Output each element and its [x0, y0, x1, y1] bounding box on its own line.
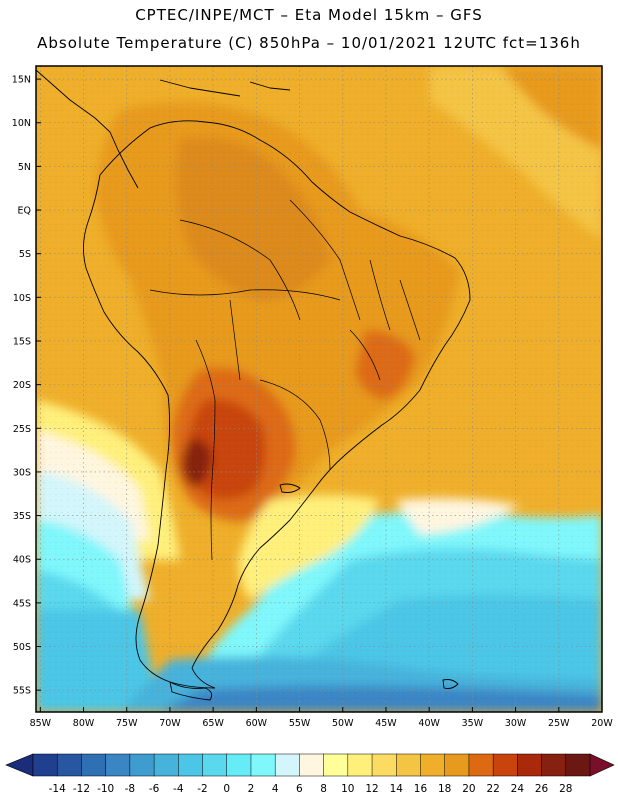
latitude-label: 10N — [12, 118, 31, 129]
colorbar-tick-label: -10 — [97, 783, 114, 795]
latitude-label: 15N — [12, 75, 31, 86]
longitude-label: 80W — [73, 718, 95, 729]
latitude-labels: 15N 10N 5N EQ 5S 10S 15S 20S 25S 30S 35S 40S 45S 50S 5… — [12, 75, 41, 697]
colorbar-tick-label: 22 — [486, 783, 499, 795]
colorbar: -14 -12 -10 -8 -6 -4 -2 0 2 4 6 8 10 12 14 16 18 20 22 24 26… — [5, 753, 615, 795]
longitude-label: 75W — [116, 718, 138, 729]
colorbar-tick-label: 2 — [248, 783, 255, 795]
longitude-label: 55W — [289, 718, 311, 729]
colorbar-tick-label: 4 — [272, 783, 279, 795]
latitude-label: 40S — [13, 555, 31, 566]
longitude-label: 35W — [462, 718, 484, 729]
latitude-label: 10S — [13, 293, 31, 304]
colorbar-swatch — [178, 753, 204, 777]
longitude-label: 65W — [202, 718, 224, 729]
colorbar-swatch — [299, 753, 325, 777]
colorbar-swatch — [444, 753, 470, 777]
colorbar-tick-label: 0 — [223, 783, 230, 795]
coastline — [36, 69, 471, 701]
colorbar-tick-label: 18 — [438, 783, 451, 795]
colorbar-tick-label: -4 — [173, 783, 184, 795]
colorbar-tick-label: 10 — [341, 783, 354, 795]
colorbar-tick-label: 8 — [320, 783, 327, 795]
colorbar-swatch — [468, 753, 494, 777]
latitude-label: 45S — [13, 598, 31, 609]
colorbar-tick-label: 28 — [559, 783, 572, 795]
colorbar-swatch — [371, 753, 397, 777]
latitude-label: 55S — [13, 686, 31, 697]
latitude-label: 5S — [19, 249, 31, 260]
longitude-label: 25W — [548, 718, 570, 729]
latitude-label: 50S — [13, 642, 31, 653]
longitude-label: 30W — [505, 718, 527, 729]
colorbar-tick-label: 24 — [511, 783, 525, 795]
longitude-label: 20W — [591, 718, 613, 729]
colorbar-tick-label: -12 — [73, 783, 90, 795]
colorbar-swatch — [492, 753, 518, 777]
colorbar-tick-label: -6 — [149, 783, 160, 795]
map-frame — [35, 65, 603, 713]
colorbar-swatch — [274, 753, 300, 777]
longitude-label: 45W — [375, 718, 397, 729]
latitude-label: 20S — [13, 380, 31, 391]
colorbar-tick-label: -14 — [49, 783, 66, 795]
colorbar-swatch — [250, 753, 276, 777]
chart-title: CPTEC/INPE/MCT – Eta Model 15km – GFS — [135, 6, 483, 24]
colorbar-tick-label: 16 — [414, 783, 428, 795]
latitude-label: 25S — [13, 424, 31, 435]
longitude-label: 40W — [418, 718, 440, 729]
temperature-field — [36, 66, 602, 712]
colorbar-swatch — [129, 753, 155, 777]
colorbar-swatch — [153, 753, 179, 777]
colorbar-tick-label: 14 — [390, 783, 404, 795]
colorbar-swatch — [517, 753, 543, 777]
colorbar-swatch — [396, 753, 422, 777]
latitude-label: 35S — [13, 511, 31, 522]
latitude-label: EQ — [18, 206, 31, 217]
longitude-label: 85W — [30, 718, 52, 729]
colorbar-swatch — [81, 753, 107, 777]
colorbar-swatch — [541, 753, 567, 777]
colorbar-swatch — [347, 753, 373, 777]
colorbar-tick-label: 12 — [365, 783, 378, 795]
colorbar-swatch — [323, 753, 349, 777]
colorbar-min-arrow — [5, 753, 34, 777]
colorbar-tick-label: 20 — [462, 783, 475, 795]
colorbar-swatch — [565, 753, 591, 777]
colorbar-swatch — [105, 753, 131, 777]
chart-subtitle: Absolute Temperature (C) 850hPa – 10/01/… — [37, 34, 581, 52]
longitude-label: 60W — [246, 718, 268, 729]
latitude-label: 5N — [18, 162, 31, 173]
colorbar-tick-label: 26 — [535, 783, 549, 795]
colorbar-swatch — [56, 753, 82, 777]
colorbar-swatch — [226, 753, 252, 777]
longitude-labels: 85W 80W 75W 70W 65W 60W 55W 50W 45W 40W 35W 30W 25W 2… — [30, 707, 613, 729]
longitude-label: 70W — [159, 718, 181, 729]
latitude-label: 15S — [13, 336, 31, 347]
colorbar-tick-label: -2 — [197, 783, 207, 795]
colorbar-swatch — [32, 753, 58, 777]
longitude-label: 50W — [332, 718, 354, 729]
colorbar-swatch — [420, 753, 446, 777]
colorbar-max-arrow — [589, 753, 615, 777]
colorbar-swatch — [202, 753, 228, 777]
colorbar-tick-label: 6 — [296, 783, 303, 795]
latitude-label: 30S — [13, 467, 31, 478]
colorbar-tick-label: -8 — [125, 783, 135, 795]
